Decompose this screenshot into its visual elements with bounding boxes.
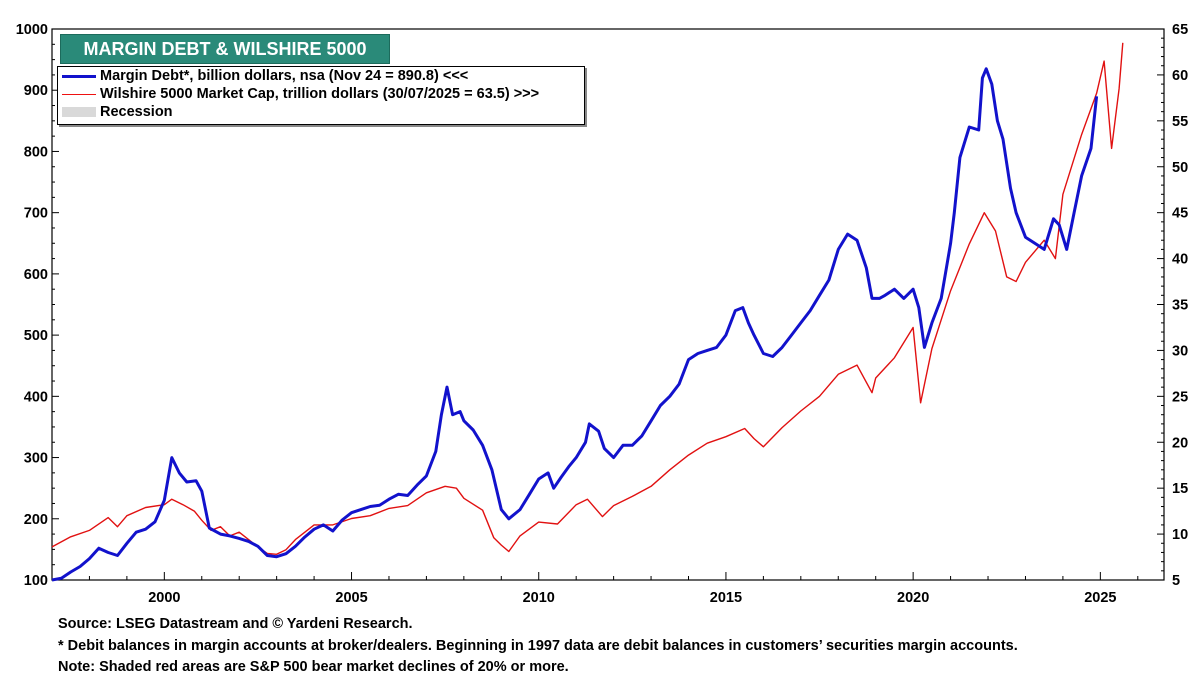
left-tick-label: 400 [24, 389, 48, 405]
left-tick-label: 500 [24, 328, 48, 344]
right-tick-label: 45 [1172, 206, 1188, 222]
x-tick-label: 2005 [335, 590, 367, 606]
left-tick-label: 900 [24, 83, 48, 99]
right-tick-label: 20 [1172, 435, 1188, 451]
x-tick-label: 2020 [897, 590, 929, 606]
right-tick-label: 35 [1172, 298, 1188, 314]
legend-item-margin-debt: Margin Debt*, billion dollars, nsa (Nov … [58, 67, 584, 85]
x-axis: 2000 2005 2010 2015 2020 2025 [51, 572, 1139, 606]
legend-swatch-recession [62, 107, 96, 117]
x-tick-label: 2000 [148, 590, 180, 606]
source-note: Source: LSEG Datastream and © Yardeni Re… [58, 616, 413, 632]
left-tick-label: 300 [24, 451, 48, 467]
left-axis: 100 200 300 400 500 600 700 800 900 1000 [16, 22, 59, 589]
x-tick-label: 2010 [523, 590, 555, 606]
right-tick-label: 40 [1172, 252, 1188, 268]
left-tick-label: 800 [24, 144, 48, 160]
legend-label-wilshire: Wilshire 5000 Market Cap, trillion dolla… [100, 86, 540, 102]
right-tick-label: 55 [1172, 114, 1188, 130]
legend-item-wilshire: Wilshire 5000 Market Cap, trillion dolla… [58, 85, 584, 103]
right-tick-label: 50 [1172, 160, 1188, 176]
left-tick-label: 100 [24, 573, 48, 589]
legend-label-margin-debt: Margin Debt*, billion dollars, nsa (Nov … [100, 68, 469, 84]
right-tick-label: 30 [1172, 343, 1188, 359]
x-tick-label: 2025 [1084, 590, 1116, 606]
left-tick-label: 1000 [16, 22, 48, 38]
series-layer [51, 42, 1124, 582]
legend: Margin Debt*, billion dollars, nsa (Nov … [57, 66, 585, 125]
right-tick-label: 60 [1172, 68, 1188, 84]
bear-market-note: Note: Shaded red areas are S&P 500 bear … [58, 659, 569, 675]
left-tick-label: 700 [24, 206, 48, 222]
right-tick-label: 25 [1172, 389, 1188, 405]
series-line-margin-debt [51, 67, 1099, 582]
right-tick-label: 65 [1172, 22, 1188, 38]
legend-swatch-wilshire [62, 94, 96, 95]
legend-swatch-margin-debt [62, 75, 96, 78]
left-tick-label: 600 [24, 267, 48, 283]
legend-item-recession: Recession [58, 103, 584, 121]
chart-notes: Source: LSEG Datastream and © Yardeni Re… [58, 614, 1018, 679]
x-tick-label: 2015 [710, 590, 742, 606]
series-line-wilshire [51, 42, 1124, 555]
left-tick-label: 200 [24, 512, 48, 528]
chart-title: MARGIN DEBT & WILSHIRE 5000 [60, 34, 390, 64]
right-tick-label: 5 [1172, 573, 1180, 589]
legend-label-recession: Recession [100, 104, 173, 120]
right-tick-label: 15 [1172, 481, 1188, 497]
footnote: * Debit balances in margin accounts at b… [58, 637, 1018, 654]
right-axis: 5 10 15 20 25 30 35 40 45 50 55 60 65 [1157, 22, 1188, 589]
right-tick-label: 10 [1172, 527, 1188, 543]
